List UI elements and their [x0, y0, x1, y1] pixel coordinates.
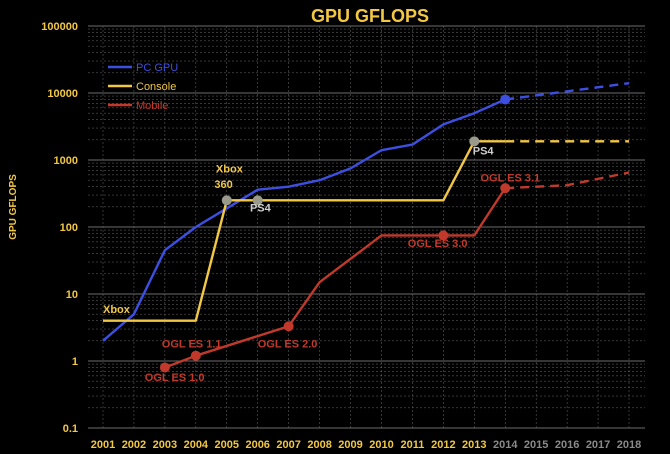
x-tick-label: 2017 — [586, 439, 610, 451]
y-axis-label: GPU GFLOPS — [8, 174, 19, 240]
y-tick-label: 10 — [66, 289, 78, 301]
legend: PC GPU Console Mobile — [108, 62, 178, 112]
data-point-pc-gpu — [500, 94, 511, 105]
data-point-mobile — [438, 230, 449, 241]
data-point-console — [252, 195, 263, 206]
x-tick-label: 2011 — [400, 439, 424, 451]
series-line-console — [103, 140, 506, 322]
y-tick-label: 1 — [72, 356, 78, 368]
legend-label-mobile: Mobile — [136, 100, 168, 112]
data-point-mobile — [500, 183, 511, 194]
x-tick-label: 2018 — [617, 439, 641, 451]
series-projection-pc-gpu — [505, 82, 630, 101]
x-axis-ticks: 2001 2002 2003 2004 2005 2006 2007 2008 2009 2010… — [91, 439, 641, 451]
series-line-mobile — [164, 187, 507, 369]
annotation-label: 360 — [214, 179, 232, 191]
y-tick-label: 1000 — [54, 155, 78, 167]
legend-label-console: Console — [136, 81, 176, 93]
x-tick-label: 2006 — [245, 439, 269, 451]
series-projection-mobile — [505, 171, 630, 190]
data-point-mobile — [190, 350, 201, 361]
data-point-console — [469, 136, 480, 147]
series-markers — [159, 94, 511, 373]
legend-label-pc-gpu: PC GPU — [136, 62, 178, 74]
annotation-label: OGL ES 1.0 — [145, 372, 205, 384]
data-point-mobile — [283, 321, 294, 332]
x-tick-label: 2003 — [153, 439, 177, 451]
annotation-label: OGL ES 3.0 — [408, 238, 468, 250]
data-point-mobile — [159, 362, 170, 373]
y-tick-label: 10000 — [47, 88, 78, 100]
annotations: Xbox Xbox 360 PS4 PS4 OGL ES 1.0 OGL ES 1.1 OGL… — [103, 146, 540, 384]
x-tick-label: 2009 — [338, 439, 362, 451]
y-tick-label: 100 — [60, 222, 78, 234]
x-tick-label: 2002 — [122, 439, 146, 451]
annotation-label: OGL ES 2.0 — [258, 338, 318, 350]
y-axis-ticks: 0.1 1 10 100 1000 10000 100000 — [41, 21, 78, 435]
annotation-label: Xbox — [216, 164, 244, 176]
x-tick-label: 2014 — [493, 439, 518, 451]
data-point-console — [221, 195, 232, 206]
x-tick-label: 2005 — [215, 439, 239, 451]
y-tick-label: 0.1 — [63, 423, 78, 435]
chart-title: GPU GFLOPS — [311, 6, 429, 26]
y-tick-label: 100000 — [41, 21, 78, 33]
x-tick-label: 2001 — [91, 439, 115, 451]
annotation-label: Xbox — [103, 304, 131, 316]
x-tick-label: 2012 — [431, 439, 455, 451]
x-tick-label: 2015 — [524, 439, 548, 451]
x-tick-label: 2007 — [276, 439, 300, 451]
annotation-label: PS4 — [250, 203, 272, 215]
x-tick-label: 2004 — [184, 439, 209, 451]
x-tick-label: 2010 — [369, 439, 393, 451]
grid — [88, 25, 645, 429]
annotation-label: OGL ES 1.1 — [162, 338, 222, 350]
x-tick-label: 2013 — [462, 439, 486, 451]
series-lines — [102, 82, 630, 369]
x-tick-label: 2016 — [555, 439, 579, 451]
series-line-pc-gpu — [102, 98, 506, 342]
annotation-label: OGL ES 3.1 — [480, 172, 540, 184]
x-tick-label: 2008 — [307, 439, 331, 451]
annotation-label: PS4 — [473, 146, 495, 158]
